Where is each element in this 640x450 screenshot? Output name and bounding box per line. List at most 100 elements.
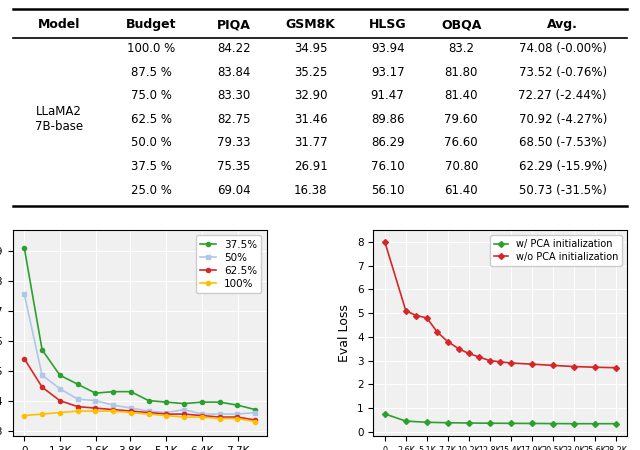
- Text: 50.0 %: 50.0 %: [131, 136, 172, 149]
- Text: 34.95: 34.95: [294, 42, 328, 55]
- 100%: [234, 416, 241, 421]
- Text: 25.0 %: 25.0 %: [131, 184, 172, 197]
- Text: 61.40: 61.40: [445, 184, 478, 197]
- Text: 31.46: 31.46: [294, 113, 328, 126]
- 100%: [145, 411, 152, 417]
- w/o PCA initialization: [507, 360, 515, 366]
- Text: GSM8K: GSM8K: [286, 18, 336, 31]
- Text: 50.73 (-31.5%): 50.73 (-31.5%): [519, 184, 607, 197]
- 62.5%: [74, 404, 81, 410]
- 37.5%: [234, 402, 241, 408]
- Text: 69.04: 69.04: [217, 184, 251, 197]
- Text: 37.5 %: 37.5 %: [131, 160, 172, 173]
- 50%: [198, 411, 205, 417]
- Line: 37.5%: 37.5%: [22, 246, 257, 412]
- 62.5%: [216, 414, 223, 420]
- w/o PCA initialization: [402, 308, 410, 314]
- Text: 81.40: 81.40: [445, 89, 478, 102]
- 100%: [198, 414, 205, 420]
- w/o PCA initialization: [476, 354, 483, 360]
- Text: 70.92 (-4.27%): 70.92 (-4.27%): [518, 113, 607, 126]
- Legend: 37.5%, 50%, 62.5%, 100%: 37.5%, 50%, 62.5%, 100%: [196, 235, 262, 293]
- Text: 75.35: 75.35: [218, 160, 251, 173]
- w/o PCA initialization: [570, 364, 577, 369]
- Text: PIQA: PIQA: [217, 18, 251, 31]
- Text: 74.08 (-0.00%): 74.08 (-0.00%): [519, 42, 607, 55]
- Text: 84.22: 84.22: [217, 42, 251, 55]
- w/ PCA initialization: [549, 421, 557, 426]
- 100%: [216, 416, 223, 421]
- 62.5%: [145, 410, 152, 415]
- 100%: [20, 413, 28, 418]
- Text: 68.50 (-7.53%): 68.50 (-7.53%): [519, 136, 607, 149]
- 62.5%: [56, 398, 64, 403]
- Text: 89.86: 89.86: [371, 113, 404, 126]
- 50%: [252, 410, 259, 415]
- w/ PCA initialization: [507, 421, 515, 426]
- w/ PCA initialization: [444, 420, 452, 425]
- Text: 72.27 (-2.44%): 72.27 (-2.44%): [518, 89, 607, 102]
- 50%: [127, 405, 134, 411]
- Text: Avg.: Avg.: [547, 18, 578, 31]
- Text: 16.38: 16.38: [294, 184, 328, 197]
- 37.5%: [163, 400, 170, 405]
- Text: 31.77: 31.77: [294, 136, 328, 149]
- w/ PCA initialization: [591, 421, 598, 427]
- 100%: [127, 410, 134, 415]
- 100%: [38, 411, 46, 417]
- 50%: [216, 411, 223, 417]
- Text: 56.10: 56.10: [371, 184, 404, 197]
- 100%: [252, 419, 259, 424]
- 50%: [234, 411, 241, 417]
- 37.5%: [56, 373, 64, 378]
- 62.5%: [92, 405, 99, 411]
- w/ PCA initialization: [423, 419, 431, 425]
- 100%: [180, 414, 188, 420]
- 37.5%: [74, 382, 81, 387]
- Text: 81.80: 81.80: [445, 66, 478, 79]
- Text: 83.30: 83.30: [218, 89, 251, 102]
- 50%: [145, 409, 152, 414]
- 37.5%: [180, 401, 188, 406]
- w/o PCA initialization: [591, 364, 598, 370]
- w/ PCA initialization: [612, 421, 620, 427]
- Text: OBQA: OBQA: [441, 18, 481, 31]
- 37.5%: [252, 407, 259, 412]
- 50%: [92, 398, 99, 403]
- w/ PCA initialization: [381, 411, 388, 417]
- w/o PCA initialization: [433, 329, 441, 335]
- w/o PCA initialization: [497, 359, 504, 364]
- Text: 32.90: 32.90: [294, 89, 328, 102]
- Y-axis label: Eval Loss: Eval Loss: [339, 304, 351, 362]
- Text: 76.10: 76.10: [371, 160, 404, 173]
- 62.5%: [234, 414, 241, 420]
- 50%: [74, 396, 81, 402]
- 50%: [56, 386, 64, 391]
- Line: 62.5%: 62.5%: [22, 357, 257, 422]
- w/ PCA initialization: [528, 421, 536, 426]
- w/o PCA initialization: [612, 365, 620, 370]
- w/o PCA initialization: [423, 315, 431, 320]
- w/o PCA initialization: [381, 239, 388, 245]
- 50%: [163, 410, 170, 415]
- w/ PCA initialization: [570, 421, 577, 427]
- 62.5%: [163, 411, 170, 417]
- 62.5%: [180, 411, 188, 417]
- 100%: [92, 409, 99, 414]
- Text: 35.25: 35.25: [294, 66, 328, 79]
- Text: Model: Model: [38, 18, 80, 31]
- w/ PCA initialization: [465, 420, 472, 426]
- 100%: [56, 410, 64, 415]
- Text: 70.80: 70.80: [445, 160, 478, 173]
- w/o PCA initialization: [486, 358, 493, 363]
- 37.5%: [127, 389, 134, 394]
- 50%: [180, 407, 188, 412]
- 100%: [74, 409, 81, 414]
- 100%: [163, 413, 170, 418]
- Text: 83.2: 83.2: [448, 42, 474, 55]
- w/ PCA initialization: [402, 418, 410, 424]
- Line: 50%: 50%: [22, 292, 257, 416]
- w/o PCA initialization: [465, 351, 472, 356]
- 62.5%: [127, 409, 134, 414]
- 62.5%: [20, 356, 28, 361]
